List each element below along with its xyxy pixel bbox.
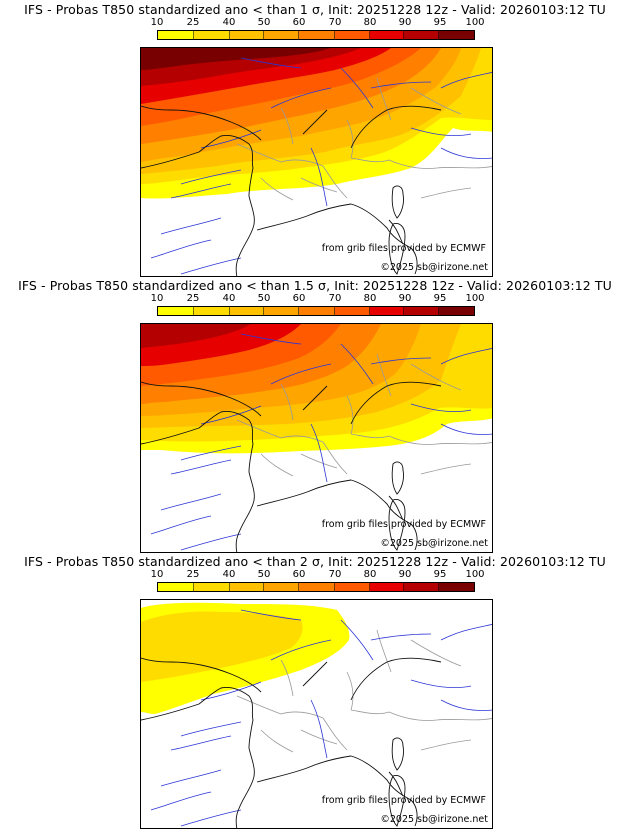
colorbar-tick-label: 100	[465, 293, 485, 304]
colorbar-tick-label: 60	[292, 293, 306, 304]
colorbar-tick-label: 50	[257, 569, 271, 580]
colorbar-tick-label: 70	[328, 17, 342, 28]
colorbar-tick-label: 60	[292, 17, 306, 28]
colorbar-segment	[439, 31, 475, 39]
rivers	[150, 57, 492, 275]
colorbar-tick-label: 80	[363, 17, 377, 28]
colorbar-segment	[404, 583, 440, 591]
colorbar-segment	[229, 307, 265, 315]
colorbar-segment	[193, 31, 230, 39]
copyright: ©2025 sb@irizone.net	[380, 262, 488, 273]
colorbar-segment	[193, 583, 230, 591]
colorbar-tick-label: 95	[433, 293, 447, 304]
colorbar-segment	[334, 31, 370, 39]
colorbar-labels: 10 25 40 50 60 70 80 90 95 100	[140, 293, 490, 305]
probability-band	[141, 324, 251, 348]
data-credit: from grib files provided by ECMWF	[321, 243, 486, 254]
colorbar-labels: 10 25 40 50 60 70 80 90 95 100	[140, 569, 490, 581]
colorbar-tick-label: 70	[328, 569, 342, 580]
map-canvas	[141, 324, 492, 552]
colorbar-tick-label: 25	[186, 17, 200, 28]
panel-title: IFS - Probas T850 standardized ano < tha…	[18, 278, 612, 293]
colorbar-tick-label: 95	[433, 569, 447, 580]
corsica-outline	[391, 737, 404, 771]
data-credit: from grib files provided by ECMWF	[321, 519, 486, 530]
colorbar-segment	[369, 583, 405, 591]
panel-title: IFS - Probas T850 standardized ano < tha…	[24, 2, 606, 17]
colorbar-tick-label: 50	[257, 17, 271, 28]
colorbar-segment	[299, 583, 335, 591]
colorbar-segment	[404, 31, 440, 39]
coastline	[141, 105, 442, 276]
copyright: ©2025 sb@irizone.net	[380, 538, 488, 549]
colorbar-segment	[439, 583, 475, 591]
colorbar-tick-label: 90	[398, 17, 412, 28]
colorbar-tick-label: 80	[363, 569, 377, 580]
admin-borders	[236, 77, 492, 201]
colorbar-segment	[264, 583, 300, 591]
colorbar-segment	[369, 307, 405, 315]
colorbar-tick-label: 25	[186, 569, 200, 580]
sardinia-outline	[388, 499, 406, 551]
colorbar-segment	[299, 31, 335, 39]
sardinia-outline	[388, 223, 406, 275]
colorbar-segment	[229, 583, 265, 591]
colorbar-labels: 10 25 40 50 60 70 80 90 95 100	[140, 17, 490, 29]
colorbar-segment	[334, 583, 370, 591]
colorbar-tick-label: 60	[292, 569, 306, 580]
coastline	[141, 381, 442, 552]
rivers	[150, 609, 492, 827]
probability-band	[141, 48, 331, 70]
colorbar-segment	[439, 307, 475, 315]
corsica-outline	[391, 185, 404, 219]
panel-3: IFS - Probas T850 standardized ano < tha…	[0, 552, 630, 829]
colorbar-segment	[299, 307, 335, 315]
colorbar-segment	[229, 31, 265, 39]
colorbar-segment	[334, 307, 370, 315]
corsica-outline	[391, 461, 404, 495]
probability-map: from grib files provided by ECMWF ©2025 …	[140, 323, 493, 553]
colorbar-tick-label: 90	[398, 293, 412, 304]
colorbar-tick-label: 40	[222, 293, 236, 304]
colorbar-tick-label: 40	[222, 569, 236, 580]
map-canvas	[141, 48, 492, 276]
panel-title: IFS - Probas T850 standardized ano < tha…	[24, 554, 606, 569]
colorbar-tick-label: 50	[257, 293, 271, 304]
colorbar-tick-label: 100	[465, 17, 485, 28]
coastline	[141, 657, 442, 828]
panel-1: IFS - Probas T850 standardized ano < tha…	[0, 0, 630, 277]
copyright: ©2025 sb@irizone.net	[380, 814, 488, 825]
admin-borders	[236, 353, 492, 477]
probability-map: from grib files provided by ECMWF ©2025 …	[140, 599, 493, 829]
colorbar-tick-label: 40	[222, 17, 236, 28]
colorbar-tick-label: 70	[328, 293, 342, 304]
rivers	[150, 333, 492, 551]
colorbar-tick-label: 10	[150, 293, 164, 304]
colorbar-tick-label: 95	[433, 17, 447, 28]
map-canvas	[141, 602, 492, 828]
panel-2: IFS - Probas T850 standardized ano < tha…	[0, 276, 630, 553]
colorbar-tick-label: 80	[363, 293, 377, 304]
colorbar-tick-label: 100	[465, 569, 485, 580]
colorbar	[157, 582, 475, 592]
colorbar	[157, 306, 475, 316]
colorbar-segment	[264, 307, 300, 315]
colorbar-segment	[158, 583, 194, 591]
colorbar-segment	[404, 307, 440, 315]
colorbar-segment	[193, 307, 230, 315]
colorbar-tick-label: 90	[398, 569, 412, 580]
colorbar-segment	[369, 31, 405, 39]
colorbar-tick-label: 10	[150, 569, 164, 580]
colorbar	[157, 30, 475, 40]
colorbar-tick-label: 10	[150, 17, 164, 28]
colorbar-segment	[158, 307, 194, 315]
admin-borders	[236, 629, 492, 753]
probability-map: from grib files provided by ECMWF ©2025 …	[140, 47, 493, 277]
probability-band	[141, 611, 303, 682]
colorbar-tick-label: 25	[186, 293, 200, 304]
colorbar-segment	[264, 31, 300, 39]
sardinia-outline	[388, 775, 406, 827]
colorbar-segment	[158, 31, 194, 39]
data-credit: from grib files provided by ECMWF	[321, 795, 486, 806]
